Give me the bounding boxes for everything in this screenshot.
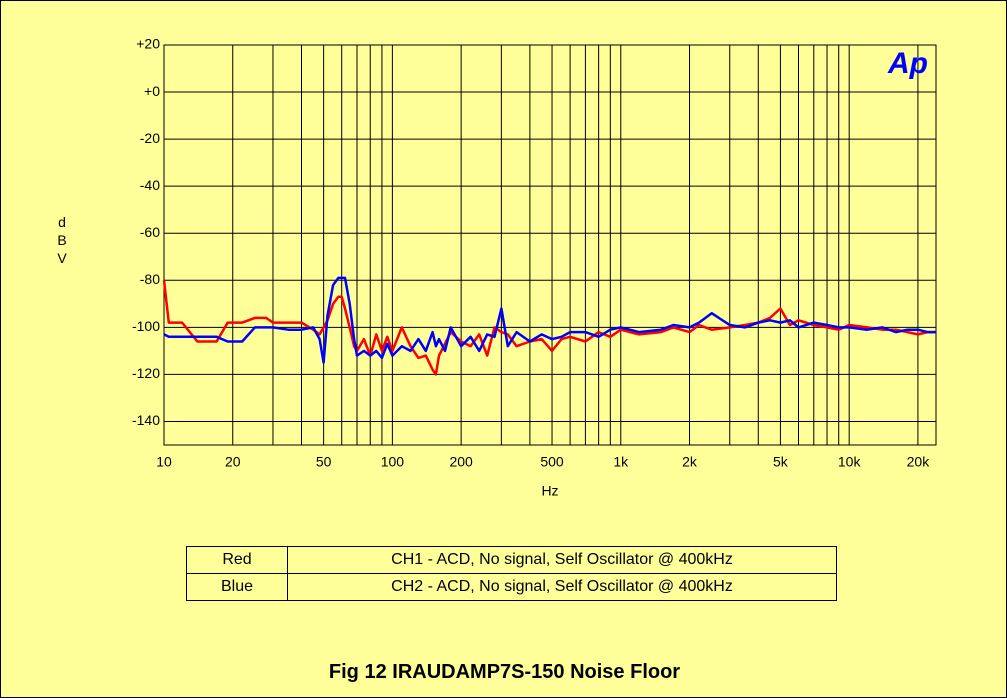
x-tick-label: 10k (838, 454, 862, 470)
y-tick-label: -140 (132, 412, 160, 428)
y-tick-label: -40 (140, 177, 160, 193)
y-tick-label: -60 (140, 224, 160, 240)
x-tick-label: 1k (613, 454, 629, 470)
x-tick-label: 20k (907, 454, 931, 470)
x-tick-label: 100 (381, 454, 405, 470)
series-line (163, 276, 936, 364)
y-tick-label: +0 (144, 83, 160, 99)
y-tick-label: -100 (132, 318, 160, 334)
x-tick-label: 5k (773, 454, 789, 470)
x-tick-label: 200 (449, 454, 473, 470)
x-tick-label: 2k (682, 454, 698, 470)
legend-text: CH2 - ACD, No signal, Self Oscillator @ … (287, 573, 837, 601)
x-tick-label: 50 (316, 454, 332, 470)
y-tick-label: +20 (136, 36, 160, 52)
x-tick-label: 20 (225, 454, 241, 470)
chart-title: Fig 12 IRAUDAMP7S-150 Noise Floor (328, 661, 681, 683)
logo: Ap (887, 47, 928, 80)
legend-text: CH1 - ACD, No signal, Self Oscillator @ … (287, 546, 837, 574)
x-axis-label: Hz (541, 483, 558, 499)
legend-color: Blue (186, 573, 288, 601)
x-tick-label: 500 (540, 454, 564, 470)
legend-row: Blue CH2 - ACD, No signal, Self Oscillato… (186, 573, 837, 601)
y-tick-label: -120 (132, 365, 160, 381)
y-tick-label: -20 (140, 130, 160, 146)
x-tick-label: 10 (156, 454, 172, 470)
plot-area (163, 44, 937, 446)
series-line (162, 280, 936, 376)
legend-color: Red (186, 546, 288, 574)
legend-table: Red CH1 - ACD, No signal, Self Oscillator… (186, 546, 837, 601)
y-tick-label: -80 (140, 271, 160, 287)
legend-row: Red CH1 - ACD, No signal, Self Oscillator… (186, 546, 837, 574)
y-axis-label: dBV (57, 214, 67, 266)
